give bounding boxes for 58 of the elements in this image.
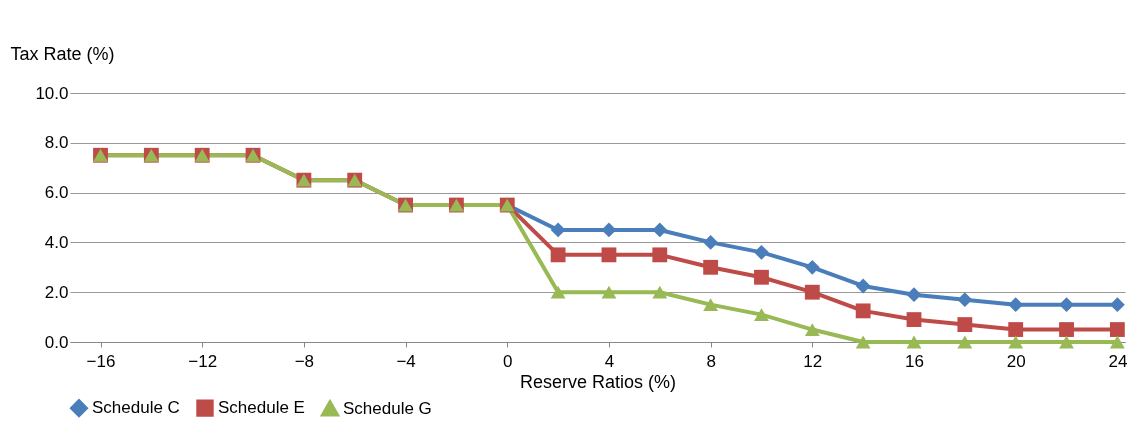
y-axis-title: Tax Rate (%): [10, 43, 115, 64]
x-tick-label: −4: [396, 351, 416, 371]
x-tick-label: −8: [294, 351, 315, 371]
point: [1109, 322, 1125, 337]
point: [906, 335, 922, 349]
point: [906, 287, 922, 303]
point: [652, 222, 668, 238]
legend-label: Schedule G: [343, 398, 432, 418]
point: [601, 222, 617, 238]
point: [906, 312, 922, 328]
x-tick-label: 4: [604, 351, 615, 371]
x-tick-label: 20: [1006, 351, 1026, 371]
point: [550, 285, 566, 299]
y-tick-label: 2.0: [44, 282, 69, 302]
point: [1059, 297, 1074, 313]
x-axis-title: Reserve Ratios (%): [519, 371, 677, 392]
point: [754, 244, 769, 260]
point: [601, 285, 617, 299]
point: [652, 285, 668, 299]
x-tick-label: 16: [905, 351, 924, 371]
point: [601, 247, 617, 263]
point: [855, 278, 871, 294]
y-tick-label: 0.0: [44, 332, 69, 352]
point: [1109, 335, 1125, 349]
point: [550, 247, 566, 263]
point: [804, 259, 820, 275]
y-tick-label: 8.0: [44, 133, 69, 153]
legend-label: Schedule C: [92, 398, 180, 418]
point: [1008, 335, 1024, 349]
y-tick-label: 6.0: [44, 183, 69, 203]
point: [1059, 322, 1074, 337]
point: [804, 284, 820, 300]
x-tick-label: 8: [706, 351, 716, 371]
x-tick-label: 12: [803, 351, 823, 371]
point: [1109, 297, 1125, 313]
point: [957, 317, 973, 332]
x-tick-label: −12: [188, 351, 218, 371]
point: [1059, 335, 1074, 349]
x-tick-label: 0: [503, 351, 513, 371]
point: [957, 335, 973, 349]
point: [855, 303, 871, 319]
legend-label: Schedule E: [218, 398, 305, 418]
point: [957, 292, 973, 308]
point: [703, 298, 719, 312]
point: [754, 308, 769, 322]
point: [550, 222, 566, 238]
point: [754, 269, 769, 285]
x-tick-label: 24: [1108, 351, 1128, 371]
point: [804, 323, 820, 336]
x-tick-label: −16: [86, 351, 116, 371]
point: [855, 335, 871, 349]
point: [652, 247, 668, 263]
point: [703, 234, 719, 250]
point: [1008, 297, 1024, 313]
point: [703, 259, 719, 275]
y-tick-label: 10.0: [35, 83, 69, 103]
point: [1008, 322, 1024, 337]
y-tick-label: 4.0: [44, 232, 69, 252]
